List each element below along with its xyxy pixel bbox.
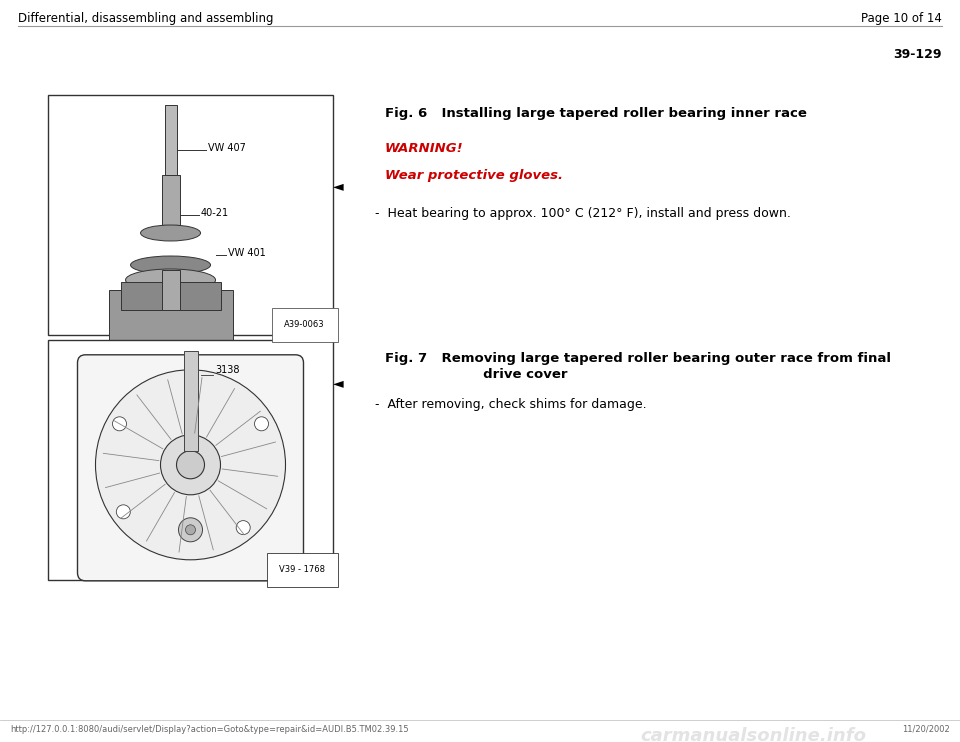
Circle shape (236, 521, 251, 535)
Text: VW 407: VW 407 (207, 143, 246, 153)
Text: Installing large tapered roller bearing inner race: Installing large tapered roller bearing … (423, 107, 806, 120)
Bar (161, 270, 180, 310)
Text: carmanualsonline.info: carmanualsonline.info (640, 727, 866, 742)
Text: WARNING!: WARNING! (385, 142, 464, 155)
Text: Wear protective gloves.: Wear protective gloves. (385, 169, 563, 182)
Bar (164, 105, 177, 175)
Bar (161, 175, 180, 225)
Text: ◄: ◄ (333, 376, 344, 390)
Bar (48, 95, 333, 335)
Bar (183, 351, 198, 451)
Text: -  Heat bearing to approx. 100° C (212° F), install and press down.: - Heat bearing to approx. 100° C (212° F… (375, 207, 791, 220)
Text: A39-0063: A39-0063 (284, 320, 325, 329)
Text: http://127.0.0.1:8080/audi/servlet/Display?action=Goto&type=repair&id=AUDI.B5.TM: http://127.0.0.1:8080/audi/servlet/Displ… (10, 725, 409, 734)
Text: V39 - 1768: V39 - 1768 (279, 565, 325, 574)
Text: 39-129: 39-129 (894, 48, 942, 61)
FancyBboxPatch shape (108, 290, 232, 350)
Text: ◄: ◄ (333, 180, 344, 193)
Bar (48, 340, 333, 580)
Text: VW 401: VW 401 (228, 248, 265, 258)
Text: Fig. 7: Fig. 7 (385, 352, 427, 365)
Text: Page 10 of 14: Page 10 of 14 (861, 12, 942, 25)
Circle shape (112, 417, 127, 431)
Text: 40-21: 40-21 (201, 208, 228, 218)
Circle shape (116, 505, 131, 519)
Ellipse shape (131, 256, 210, 274)
Text: -  After removing, check shims for damage.: - After removing, check shims for damage… (375, 398, 647, 411)
FancyBboxPatch shape (78, 355, 303, 581)
Circle shape (185, 525, 196, 535)
Text: Fig. 6: Fig. 6 (385, 107, 427, 120)
Circle shape (95, 370, 285, 559)
Text: Differential, disassembling and assembling: Differential, disassembling and assembli… (18, 12, 274, 25)
Text: 11/20/2002: 11/20/2002 (902, 725, 950, 734)
Bar (121, 282, 221, 310)
Ellipse shape (140, 225, 201, 241)
Text: 3138: 3138 (215, 365, 240, 375)
Circle shape (177, 451, 204, 479)
Circle shape (179, 518, 203, 542)
Text: Removing large tapered roller bearing outer race from final: Removing large tapered roller bearing ou… (423, 352, 891, 365)
Ellipse shape (126, 269, 216, 291)
Circle shape (160, 435, 221, 495)
Text: drive cover: drive cover (423, 368, 567, 381)
Circle shape (254, 417, 269, 431)
